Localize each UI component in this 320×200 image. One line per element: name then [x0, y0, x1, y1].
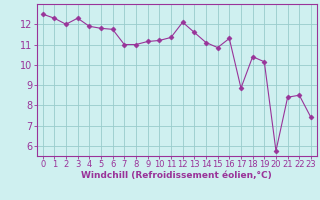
X-axis label: Windchill (Refroidissement éolien,°C): Windchill (Refroidissement éolien,°C) [81, 171, 272, 180]
